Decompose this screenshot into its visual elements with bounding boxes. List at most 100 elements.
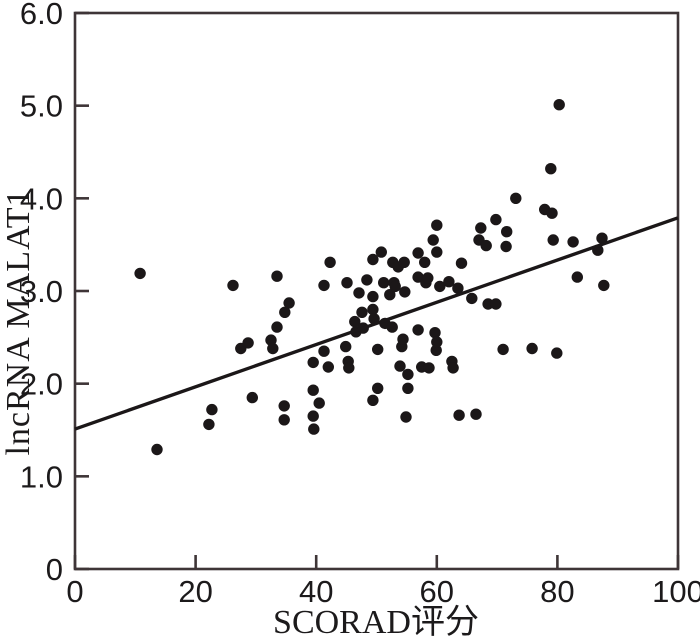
x-tick-label: 100 bbox=[652, 574, 700, 609]
data-points bbox=[134, 99, 610, 456]
data-point bbox=[431, 219, 443, 231]
data-point bbox=[308, 423, 320, 435]
data-point bbox=[307, 410, 319, 422]
data-point bbox=[526, 342, 538, 355]
data-point bbox=[151, 443, 163, 456]
data-point bbox=[402, 382, 414, 394]
data-point bbox=[482, 298, 494, 310]
data-point bbox=[324, 256, 336, 268]
data-point bbox=[367, 394, 379, 406]
y-tick-label: 3.0 bbox=[20, 274, 63, 309]
x-axis-label: SCORAD评分 bbox=[273, 604, 479, 641]
data-point bbox=[429, 327, 441, 339]
data-point bbox=[279, 306, 291, 318]
data-point bbox=[447, 362, 459, 374]
data-point bbox=[423, 362, 435, 374]
data-point bbox=[227, 279, 239, 292]
data-point bbox=[443, 276, 455, 288]
data-point bbox=[434, 280, 446, 293]
data-point bbox=[431, 246, 443, 258]
x-tick-label: 20 bbox=[178, 574, 212, 609]
data-point bbox=[497, 343, 509, 356]
data-point bbox=[278, 400, 290, 412]
data-point bbox=[367, 253, 379, 266]
data-point bbox=[313, 397, 325, 409]
data-point bbox=[356, 306, 368, 318]
data-point bbox=[361, 274, 373, 286]
data-point bbox=[242, 337, 254, 349]
data-point bbox=[134, 267, 146, 280]
data-point bbox=[466, 292, 478, 305]
data-point bbox=[398, 256, 410, 268]
data-point bbox=[278, 414, 290, 426]
data-point bbox=[307, 356, 319, 369]
data-point bbox=[452, 282, 464, 294]
data-point bbox=[430, 344, 442, 356]
data-point bbox=[475, 222, 487, 234]
data-point bbox=[470, 408, 482, 420]
y-tick-label: 6.0 bbox=[20, 0, 63, 31]
data-point bbox=[343, 362, 355, 374]
data-point bbox=[283, 297, 295, 309]
data-point bbox=[419, 256, 431, 268]
data-point bbox=[400, 411, 412, 423]
y-axis-ticks: 0 1.0 2.0 3.0 4.0 5.0 6.0 bbox=[20, 0, 89, 587]
data-point bbox=[500, 240, 512, 253]
x-tick-label: 80 bbox=[540, 574, 574, 609]
data-point bbox=[422, 272, 434, 284]
data-point bbox=[490, 213, 502, 226]
data-point bbox=[372, 343, 384, 356]
data-point bbox=[546, 207, 558, 219]
data-point bbox=[551, 347, 563, 359]
data-point bbox=[367, 303, 379, 316]
data-point bbox=[203, 418, 215, 431]
data-point bbox=[501, 226, 513, 238]
data-point bbox=[318, 279, 330, 292]
data-point bbox=[384, 289, 396, 301]
data-point bbox=[453, 409, 465, 421]
data-point bbox=[571, 271, 583, 283]
x-tick-label: 0 bbox=[66, 574, 83, 609]
data-point bbox=[318, 345, 330, 357]
data-point bbox=[402, 368, 414, 381]
data-point bbox=[206, 403, 218, 416]
y-tick-label: 5.0 bbox=[20, 89, 63, 124]
data-point bbox=[399, 286, 411, 298]
data-point bbox=[431, 336, 443, 348]
data-point bbox=[397, 333, 409, 345]
y-tick-label: 2.0 bbox=[20, 367, 63, 402]
data-point bbox=[389, 280, 401, 293]
data-point bbox=[340, 340, 352, 353]
data-point bbox=[307, 384, 319, 396]
data-point bbox=[480, 239, 492, 252]
data-point bbox=[427, 234, 439, 246]
y-axis-label: lncRNA MALAT1 bbox=[0, 188, 37, 455]
y-tick-label: 0 bbox=[46, 552, 63, 587]
data-point bbox=[567, 236, 579, 248]
data-point bbox=[372, 382, 384, 394]
data-point bbox=[271, 321, 283, 333]
data-point bbox=[394, 360, 406, 372]
x-tick-label: 60 bbox=[420, 574, 454, 609]
y-tick-label: 1.0 bbox=[20, 459, 63, 494]
data-point bbox=[510, 192, 522, 204]
data-point bbox=[596, 232, 608, 244]
data-point bbox=[322, 361, 334, 373]
y-tick-label: 4.0 bbox=[20, 181, 63, 216]
x-tick-label: 40 bbox=[299, 574, 333, 609]
x-axis-ticks: 0 20 40 60 80 100 bbox=[66, 555, 700, 609]
data-point bbox=[598, 279, 610, 292]
data-point bbox=[271, 270, 283, 282]
data-point bbox=[246, 391, 258, 404]
data-point bbox=[353, 287, 365, 299]
data-point bbox=[375, 246, 387, 258]
data-point bbox=[349, 315, 361, 328]
data-point bbox=[547, 234, 559, 246]
data-point bbox=[553, 99, 565, 111]
data-point bbox=[386, 321, 398, 333]
data-point bbox=[341, 277, 353, 289]
data-point bbox=[378, 277, 390, 289]
plot-border bbox=[73, 11, 680, 571]
